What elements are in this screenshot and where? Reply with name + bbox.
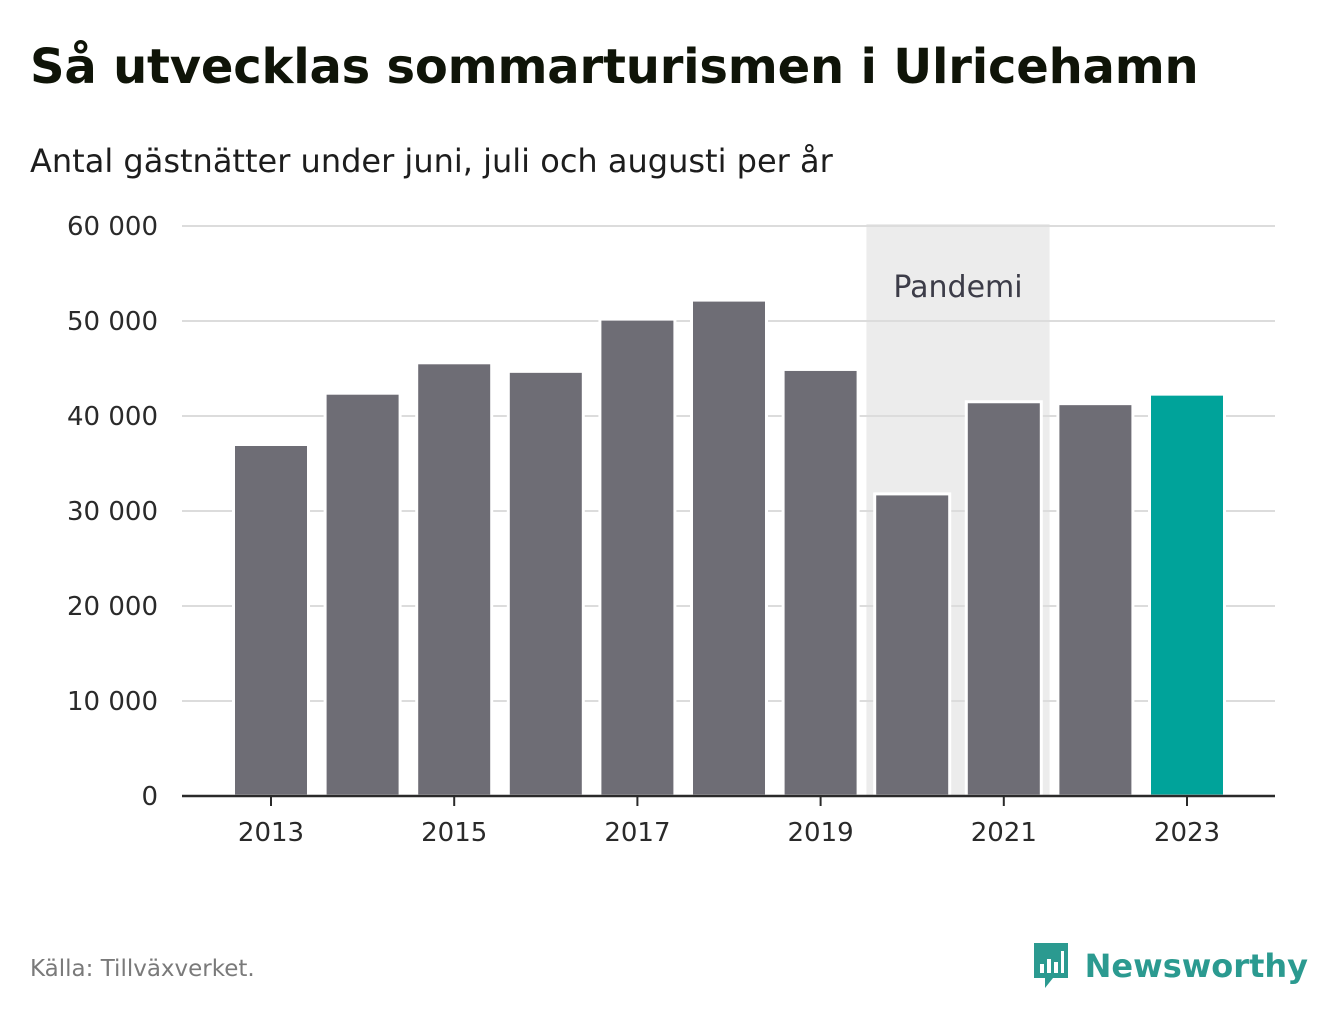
x-tick-label: 2013 <box>238 818 304 848</box>
bar <box>323 391 402 798</box>
chart-title: Så utvecklas sommarturismen i Ulricehamn <box>30 39 1199 95</box>
y-tick-label: 40 000 <box>67 402 158 432</box>
x-tick-label: 2019 <box>788 818 854 848</box>
y-tick-label: 20 000 <box>67 592 158 622</box>
x-tick-label: 2015 <box>421 818 487 848</box>
x-tick-label: 2023 <box>1154 818 1220 848</box>
y-tick-label: 50 000 <box>67 307 158 337</box>
bar <box>873 492 952 798</box>
bar <box>781 367 860 798</box>
y-tick-label: 0 <box>141 782 158 812</box>
bar <box>964 400 1043 798</box>
bar <box>232 443 310 798</box>
bar-chart: 0 10 000 20 000 30 000 40 000 50 000 60 000 Pan… <box>67 212 1275 848</box>
y-tick-label: 60 000 <box>67 212 158 242</box>
y-tick-label: 10 000 <box>67 687 158 717</box>
source-note: Källa: Tillväxverket. <box>30 956 255 982</box>
bar <box>415 361 494 798</box>
x-tick-label: 2021 <box>971 818 1037 848</box>
annotation-label: Pandemi <box>893 270 1022 305</box>
y-tick-label: 30 000 <box>67 497 158 527</box>
bar <box>1056 402 1135 798</box>
brand-name: Newsworthy <box>1084 947 1308 985</box>
newsworthy-logo-icon <box>1033 943 1068 988</box>
bar <box>690 298 768 798</box>
brand[interactable]: Newsworthy <box>1031 940 1308 992</box>
bar-highlight <box>1148 392 1226 798</box>
bar <box>598 317 677 798</box>
bar <box>506 369 585 798</box>
chart-subtitle: Antal gästnätter under juni, juli och au… <box>30 142 833 180</box>
x-tick-label: 2017 <box>604 818 670 848</box>
